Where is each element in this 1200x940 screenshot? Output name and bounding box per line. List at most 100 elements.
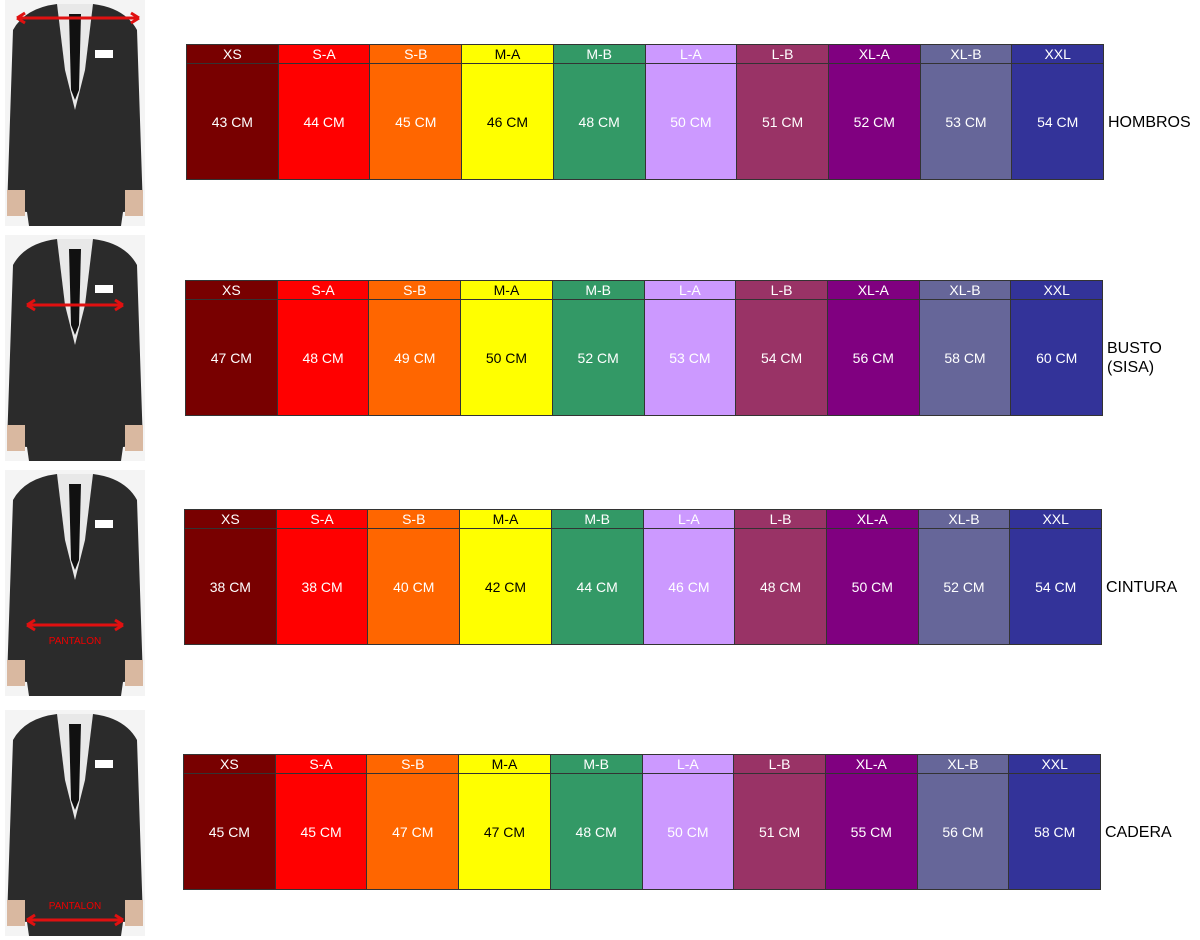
size-value: 53 CM <box>669 349 711 366</box>
size-column: M-B 44 CM <box>551 510 644 644</box>
measure-label-line: CINTURA <box>1106 578 1178 596</box>
size-value: 46 CM <box>668 578 710 595</box>
size-value: 38 CM <box>209 578 251 595</box>
size-value: 56 CM <box>942 823 984 840</box>
size-column: XS 38 CM <box>185 510 277 644</box>
size-column: XL-B 58 CM <box>919 281 1012 415</box>
size-column: S-B 49 CM <box>369 281 462 415</box>
size-value: 56 CM <box>852 349 894 366</box>
size-header: L-A <box>644 281 736 300</box>
size-header: L-B <box>737 45 828 64</box>
size-column: L-B 48 CM <box>735 510 827 644</box>
suit-detail <box>95 760 113 768</box>
size-header: S-A <box>276 510 368 529</box>
suit-shape <box>69 249 81 335</box>
size-value: 44 CM <box>576 578 618 595</box>
size-header: XXL <box>1012 45 1104 64</box>
size-header: XL-A <box>827 281 919 300</box>
size-value: 46 CM <box>486 113 529 130</box>
size-value: 47 CM <box>210 349 252 366</box>
size-header: S-B <box>368 510 460 529</box>
suit-shape <box>16 11 140 25</box>
measure-label: HOMBROS <box>1108 113 1191 132</box>
size-column: XL-A 50 CM <box>826 510 919 644</box>
suit-shape <box>7 474 143 696</box>
suit-figure <box>5 235 145 461</box>
size-value: 52 CM <box>577 349 619 366</box>
size-column: XS 43 CM <box>187 45 279 179</box>
size-value: 54 CM <box>1037 113 1079 130</box>
size-header: XL-A <box>825 755 917 774</box>
size-column: L-A 53 CM <box>644 281 737 415</box>
size-value: 43 CM <box>211 113 253 130</box>
size-table: XS 43 CM S-A 44 CM S-B 45 CM M-A 46 CM M-B 48 CM L… <box>186 44 1104 180</box>
size-column: XL-A 56 CM <box>827 281 920 415</box>
size-column: XXL 58 CM <box>1009 755 1101 889</box>
size-header: M-A <box>460 510 551 529</box>
size-value: 45 CM <box>300 823 342 840</box>
size-header: XL-A <box>828 45 920 64</box>
size-value: 38 CM <box>301 578 343 595</box>
size-value: 48 CM <box>578 113 620 130</box>
size-column: L-A 46 CM <box>643 510 736 644</box>
size-value: 54 CM <box>760 349 803 366</box>
size-header: S-A <box>275 755 367 774</box>
size-value: 51 CM <box>761 113 804 130</box>
size-value: 47 CM <box>392 823 434 840</box>
size-header: S-B <box>370 45 462 64</box>
size-column: XL-B 52 CM <box>918 510 1011 644</box>
size-column: M-A 42 CM <box>460 510 552 644</box>
suit-figure <box>5 470 145 696</box>
size-value: 60 CM <box>1036 349 1078 366</box>
size-header: XS <box>184 755 275 774</box>
figure-note: PANTALON <box>48 636 102 647</box>
size-column: XL-B 53 CM <box>920 45 1013 179</box>
measure-label-line: BUSTO <box>1107 340 1162 357</box>
size-value: 48 CM <box>575 823 617 840</box>
size-header: XL-B <box>920 45 1012 64</box>
suit-shape <box>69 484 81 570</box>
size-value: 49 CM <box>394 349 436 366</box>
suit-shape <box>69 724 81 810</box>
suit-shape <box>26 298 124 312</box>
size-header: L-A <box>643 510 735 529</box>
size-column: S-B 40 CM <box>368 510 461 644</box>
size-column: S-A 38 CM <box>276 510 369 644</box>
suit-detail <box>125 190 143 216</box>
size-value: 52 CM <box>853 113 895 130</box>
size-column: L-A 50 CM <box>645 45 738 179</box>
measure-label: BUSTO (SISA) <box>1107 339 1162 377</box>
suit-shape <box>7 714 143 936</box>
suit-detail <box>7 190 25 216</box>
size-value: 47 CM <box>483 823 526 840</box>
size-header: XXL <box>1011 281 1103 300</box>
size-header: XS <box>185 510 276 529</box>
suit-detail <box>95 50 113 58</box>
size-header: S-B <box>367 755 459 774</box>
size-header: L-A <box>642 755 734 774</box>
size-column: XL-A 55 CM <box>825 755 918 889</box>
suit-shape <box>26 913 124 927</box>
suit-detail <box>7 660 25 686</box>
size-table: XS 47 CM S-A 48 CM S-B 49 CM M-A 50 CM M-B 52 CM L… <box>185 280 1103 416</box>
size-value: 50 CM <box>851 578 893 595</box>
size-value: 48 CM <box>302 349 344 366</box>
size-header: L-B <box>734 755 825 774</box>
size-value: 51 CM <box>758 823 801 840</box>
size-column: M-B 52 CM <box>552 281 645 415</box>
size-value: 48 CM <box>759 578 802 595</box>
size-header: S-A <box>277 281 369 300</box>
size-header: M-B <box>552 281 644 300</box>
size-column: S-B 45 CM <box>370 45 463 179</box>
size-header: M-A <box>462 45 553 64</box>
size-value: 45 CM <box>208 823 250 840</box>
size-header: M-B <box>550 755 642 774</box>
size-header: S-B <box>369 281 461 300</box>
size-value: 54 CM <box>1035 578 1077 595</box>
suit-shape <box>26 618 124 632</box>
size-column: XS 45 CM <box>184 755 276 889</box>
size-column: M-A 46 CM <box>462 45 554 179</box>
size-header: L-A <box>645 45 737 64</box>
size-column: S-A 44 CM <box>278 45 371 179</box>
